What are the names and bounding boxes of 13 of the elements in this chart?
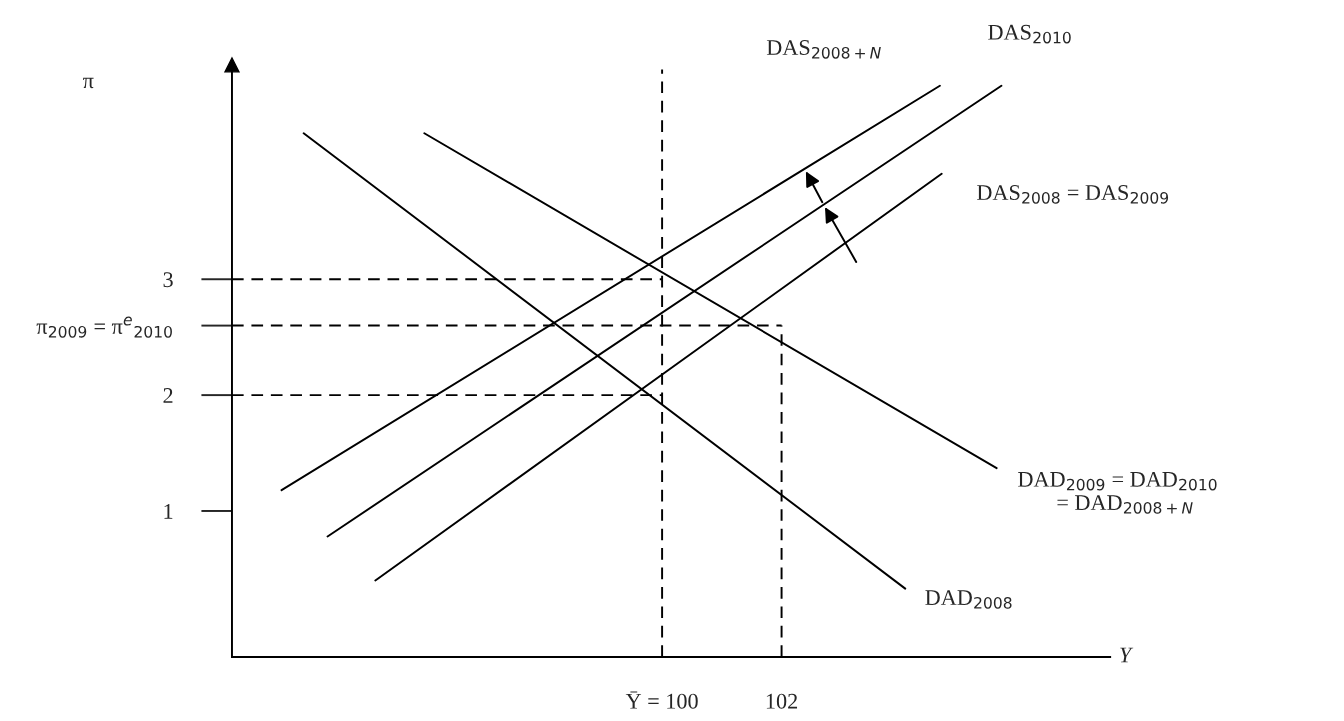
x-axis-title: Y [1120,647,1134,663]
y-tick-label: π$_{2009}$ = π$^{e}$$_{2010}$ [36,316,172,338]
y-tick-label: 1 [164,504,173,519]
series-label: DAS$_{2010}$ [988,24,1071,44]
series-label: DAD$_{2008}$ [925,590,1012,609]
text: DAD$_{2009}$ = DAD$_{2010}$ = DAD$_{2008+N}$ [1018,471,1217,514]
x-tick-label: Ȳ = 100 [625,691,698,709]
text: DAS$_{2008+N}$ [766,40,881,59]
y-tick-label: 2 [163,388,173,403]
y-axis-title: π [82,77,94,89]
y-tick-label: 3 [163,272,173,288]
series-label: DAS$_{2008}$ = DAS$_{2009}$ [977,185,1169,204]
x-tick-label: 102 [766,693,798,709]
